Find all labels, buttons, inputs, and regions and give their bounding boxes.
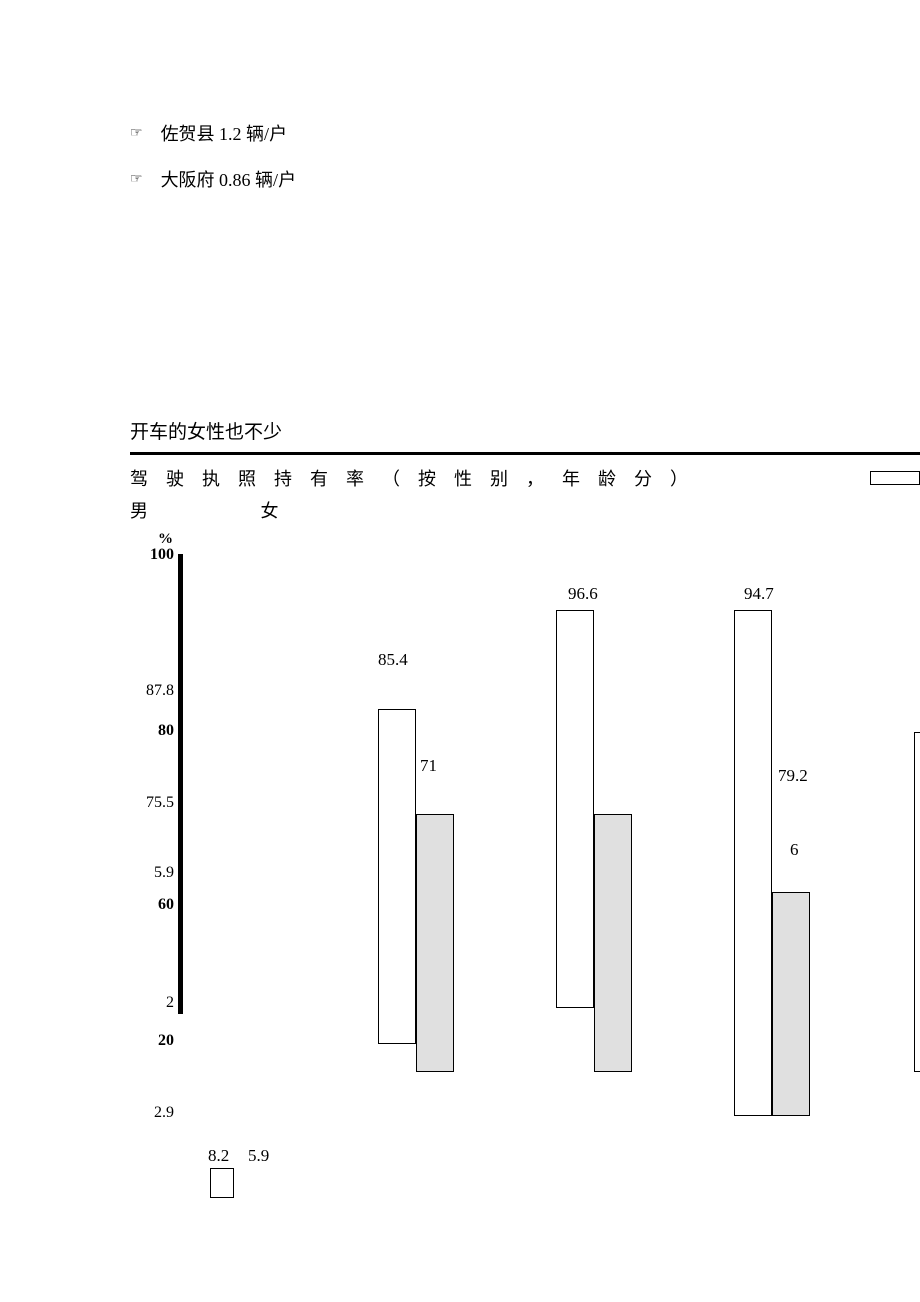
bar-white [378, 709, 416, 1044]
y-tick-label: 5.9 [130, 864, 174, 882]
gender-legend: 男 女 [130, 497, 920, 523]
chart-title-row: 驾驶执照持有率（按性别，年龄分） [130, 465, 920, 491]
bullet-item: ☞ 大阪府 0.86 辆/户 [130, 166, 920, 192]
bar-value-label: 79.2 [778, 766, 808, 786]
y-tick-label: 20 [130, 1032, 174, 1050]
bullet-icon: ☞ [130, 125, 143, 142]
section-divider [130, 452, 920, 455]
bar-gray [416, 814, 454, 1072]
legend-male-label: 男 [130, 497, 148, 523]
bar-gray [772, 892, 810, 1116]
chart-area: 10087.88075.55.9602202.9 85.47196.694.77… [130, 554, 920, 1254]
bar-value-label: 94.7 [744, 584, 774, 604]
bar-value-label: 96.6 [568, 584, 598, 604]
y-tick-label: 2.9 [130, 1104, 174, 1122]
bar-value-label: 71 [420, 756, 437, 776]
bullet-icon: ☞ [130, 171, 143, 188]
y-tick-label: 100 [130, 546, 174, 564]
legend-swatch-male [870, 471, 920, 485]
legend-female-label: 女 [261, 497, 279, 523]
small-legend-box [210, 1168, 234, 1198]
bullet-text: 佐贺县 1.2 辆/户 [161, 120, 288, 146]
bullet-text: 大阪府 0.86 辆/户 [161, 166, 297, 192]
y-axis [178, 554, 183, 1014]
bar-white [914, 732, 920, 1072]
y-tick-label: 75.5 [130, 794, 174, 812]
section-subtitle: 开车的女性也不少 [130, 417, 920, 444]
bar-white [734, 610, 772, 1116]
y-tick-label: 60 [130, 896, 174, 914]
small-value-label: 8.2 [208, 1146, 229, 1166]
bar-gray [594, 814, 632, 1072]
small-value-label: 5.9 [248, 1146, 269, 1166]
bar-value-label: 6 [790, 840, 799, 860]
y-tick-label: 80 [130, 722, 174, 740]
y-tick-label: 2 [130, 994, 174, 1012]
bar-value-label: 85.4 [378, 650, 408, 670]
bar-white [556, 610, 594, 1008]
y-axis-unit: % [158, 531, 920, 548]
chart-title: 驾驶执照持有率（按性别，年龄分） [130, 465, 706, 491]
y-tick-label: 87.8 [130, 682, 174, 700]
bullet-item: ☞ 佐贺县 1.2 辆/户 [130, 120, 920, 146]
